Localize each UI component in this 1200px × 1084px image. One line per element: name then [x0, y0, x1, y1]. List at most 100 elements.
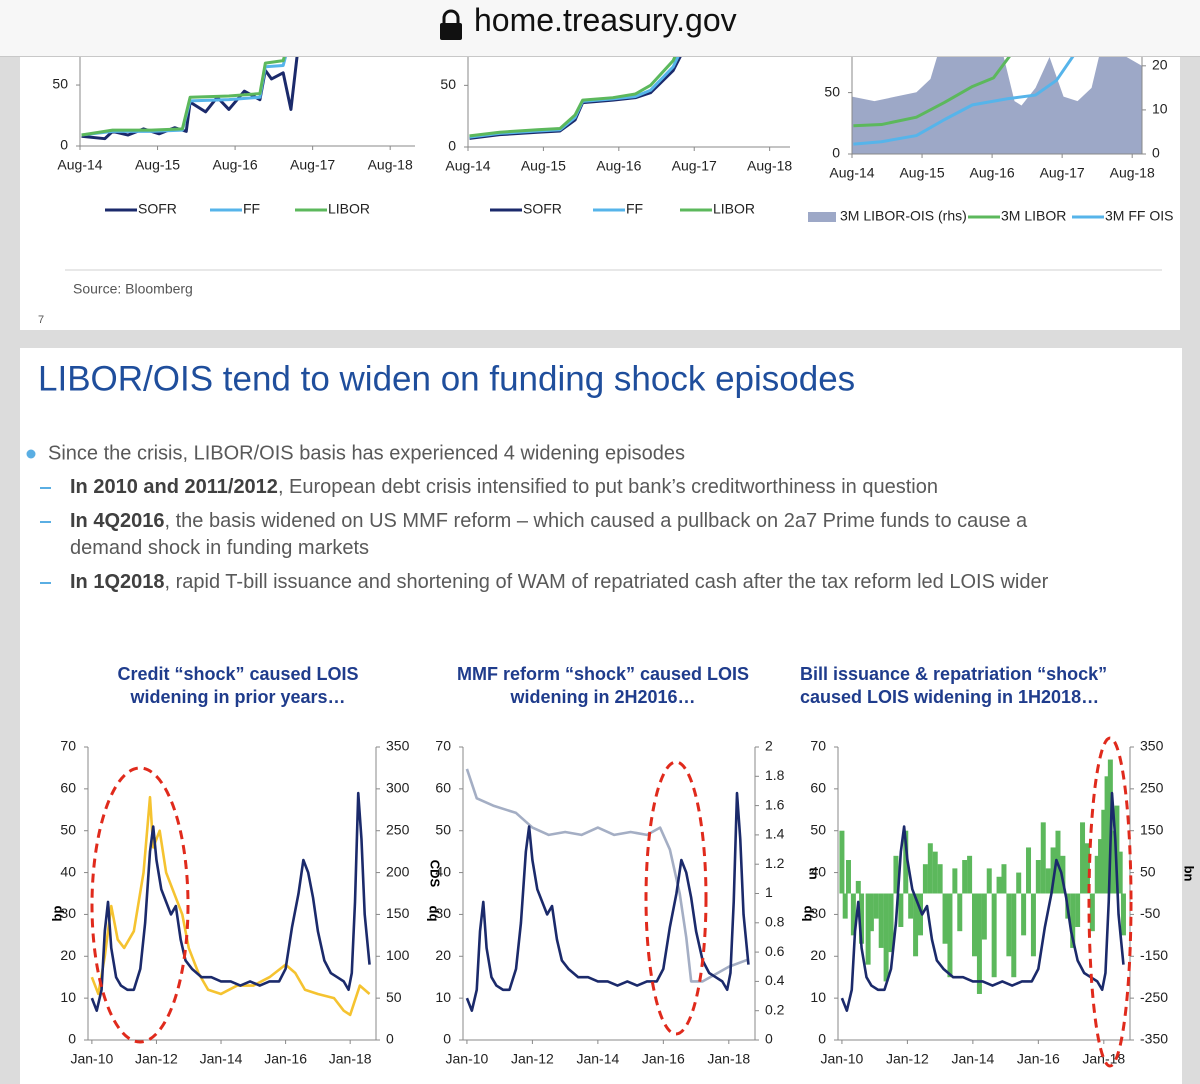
y-tick-label: 50 [440, 76, 456, 92]
bar [1117, 851, 1123, 894]
legend-label: FF [243, 201, 260, 217]
legend-label: SOFR [138, 201, 177, 217]
x-tick-label: Jan-12 [886, 1051, 929, 1067]
dash [40, 521, 51, 523]
y2-tick-label: 10 [1152, 101, 1168, 117]
y-tick-label: 0 [68, 1031, 76, 1047]
y2-tick-label: 150 [386, 905, 410, 921]
chart: 0 50 Aug-14 Aug-15 Aug-16 Aug-17 Aug-18 SOFR FF L… [440, 57, 792, 217]
bar [873, 893, 879, 919]
bar [855, 880, 861, 894]
dash [40, 487, 51, 489]
y-tick-label: 0 [832, 145, 840, 161]
x-tick-label: Aug-15 [135, 157, 180, 173]
x-tick-label: Aug-17 [672, 158, 717, 174]
y-tick-label: 60 [435, 780, 451, 796]
y2-tick-label: 250 [1140, 780, 1164, 796]
bar [898, 893, 904, 927]
bold-lead: In 4Q2016 [70, 510, 165, 532]
x-tick-label: Jan-10 [821, 1051, 864, 1067]
bar [981, 893, 987, 940]
y-tick-label: 40 [60, 863, 76, 879]
bar [962, 860, 968, 894]
bar [859, 893, 865, 944]
bullet-dot [26, 449, 36, 459]
bar [1016, 872, 1022, 894]
y-tick-label: 50 [52, 76, 68, 92]
x-tick-label: Jan-12 [135, 1051, 178, 1067]
y2-axis-label: bn [1182, 866, 1197, 882]
bar [927, 843, 933, 894]
bar [932, 851, 938, 894]
chart: 0 50 0 10 20 Aug-14 Aug-15 Aug-16 Aug-17 Aug-18 3M… [808, 57, 1173, 224]
bar [1111, 830, 1117, 894]
x-tick-label: Aug-16 [970, 165, 1015, 181]
x-tick-label: Aug-15 [899, 165, 944, 181]
y-tick-label: 30 [435, 905, 451, 921]
bar [888, 893, 894, 953]
sub-bullet-text: , the basis widened on US MMF reform – w… [165, 510, 1029, 532]
y-tick-label: 70 [810, 738, 826, 754]
bar [1040, 822, 1046, 894]
bar [957, 893, 963, 932]
bar [922, 864, 928, 894]
y2-tick-label: 0 [1152, 145, 1160, 161]
x-tick-label: Jan-14 [576, 1051, 619, 1067]
y2-tick-label: 2 [765, 738, 773, 754]
x-tick-label: Jan-18 [707, 1051, 750, 1067]
y2-tick-label: 0.8 [765, 914, 785, 930]
y-tick-label: 0 [60, 137, 68, 153]
y2-tick-label: 1.2 [765, 855, 785, 871]
plot-area [90, 791, 371, 1017]
y-tick-label: 10 [810, 989, 826, 1005]
x-tick-label: Jan-18 [329, 1051, 372, 1067]
x-tick-label: Aug-14 [829, 165, 874, 181]
x-tick-label: Jan-14 [200, 1051, 243, 1067]
y2-tick-label: 1.8 [765, 767, 785, 783]
legend-label: 3M LIBOR [1001, 208, 1066, 224]
bar [865, 893, 871, 965]
bar [1101, 809, 1107, 894]
chart-title: Bill issuance & repatriation “shock” [800, 664, 1107, 684]
bar [1070, 893, 1076, 948]
line [853, 57, 1075, 146]
bar [1026, 847, 1032, 894]
sub-bullet: demand shock in funding markets [70, 537, 369, 559]
y-tick-label: 50 [435, 821, 451, 837]
plot-area [852, 57, 1142, 154]
legend-label: LIBOR [713, 201, 755, 217]
y2-tick-label: 350 [1140, 738, 1164, 754]
bar [967, 855, 973, 894]
y-tick-label: 30 [810, 905, 826, 921]
legend-label: 3M FF OIS [1105, 208, 1173, 224]
y2-tick-label: 100 [386, 947, 410, 963]
y-tick-label: 70 [435, 738, 451, 754]
y2-tick-label: 0 [386, 1031, 394, 1047]
x-tick-label: Jan-16 [642, 1051, 685, 1067]
x-tick-label: Aug-14 [57, 157, 102, 173]
x-tick-label: Aug-15 [521, 158, 566, 174]
y2-axis-label: CDS [428, 860, 443, 888]
bar [908, 893, 914, 919]
x-tick-label: Aug-18 [368, 157, 413, 173]
line [465, 791, 750, 1012]
x-tick-label: Jan-14 [951, 1051, 994, 1067]
y-tick-label: 10 [435, 989, 451, 1005]
x-tick-label: Aug-14 [445, 158, 490, 174]
chart: Bill issuance & repatriation “shock” caus… [799, 664, 1196, 1067]
highlight-ellipse [644, 760, 708, 1036]
legend-label: SOFR [523, 201, 562, 217]
y-tick-label: 0 [448, 138, 456, 154]
url[interactable]: home.treasury.gov [474, 2, 737, 38]
y-tick-label: 0 [443, 1031, 451, 1047]
bar [845, 860, 851, 894]
bar [1098, 839, 1104, 894]
bar [850, 893, 856, 936]
bar [893, 855, 899, 894]
x-tick-label: Jan-10 [70, 1051, 113, 1067]
plot-area [469, 57, 682, 140]
browser-bar: home.treasury.gov [0, 0, 1200, 57]
x-tick-label: Aug-17 [1040, 165, 1085, 181]
bar [1001, 864, 1007, 894]
